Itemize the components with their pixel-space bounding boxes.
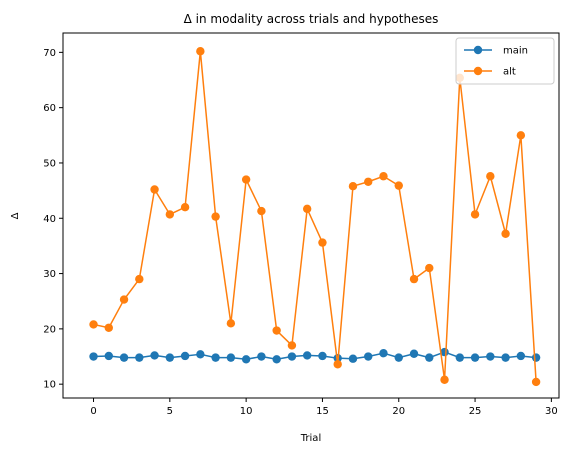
- x-tick-label: 5: [167, 406, 173, 417]
- y-tick-label: 10: [43, 380, 56, 391]
- data-point-alt: [226, 319, 236, 328]
- data-point-main: [180, 351, 190, 361]
- x-tick-label: 20: [392, 406, 405, 417]
- data-point-main: [486, 352, 495, 361]
- data-point-alt: [287, 341, 297, 350]
- data-point-alt: [348, 181, 358, 191]
- data-point-alt: [302, 204, 312, 214]
- data-point-alt: [440, 375, 449, 384]
- series-line-alt: [93, 50, 537, 383]
- data-point-alt: [425, 263, 434, 273]
- data-point-alt: [470, 210, 480, 219]
- data-point-alt: [394, 181, 403, 190]
- legend-label-alt: alt: [503, 67, 516, 78]
- data-point-main: [425, 353, 434, 362]
- data-point-main: [364, 352, 373, 361]
- data-point-main: [272, 355, 281, 364]
- data-point-main: [226, 353, 236, 362]
- data-point-main: [119, 353, 129, 362]
- data-point-main: [302, 351, 312, 360]
- data-point-main: [455, 353, 464, 362]
- chart-title: Δ in modality across trials and hypothes…: [184, 12, 439, 26]
- data-point-alt: [196, 47, 205, 56]
- x-tick-label: 10: [240, 406, 253, 417]
- legend-marker-main: [473, 45, 483, 55]
- data-point-main: [196, 350, 205, 359]
- x-tick-label: 0: [90, 406, 96, 417]
- data-point-alt: [333, 360, 342, 369]
- data-point-alt: [165, 210, 175, 219]
- data-point-main: [104, 351, 113, 361]
- data-point-main: [531, 353, 541, 362]
- x-tick-label: 30: [545, 406, 558, 417]
- y-tick-label: 60: [43, 103, 56, 114]
- y-axis-label: Δ: [10, 212, 21, 219]
- data-point-alt: [211, 212, 220, 221]
- y-tick-label: 50: [43, 158, 56, 169]
- x-tick-label: 25: [469, 406, 482, 417]
- y-tick-label: 30: [43, 269, 56, 280]
- data-point-main: [150, 351, 159, 360]
- data-point-main: [318, 351, 327, 361]
- data-point-alt: [531, 377, 541, 387]
- data-point-alt: [89, 320, 98, 329]
- data-point-alt: [364, 177, 373, 186]
- data-point-alt: [104, 323, 113, 332]
- y-tick-label: 70: [43, 48, 56, 59]
- data-point-main: [135, 353, 144, 362]
- data-point-main: [470, 353, 480, 362]
- data-point-alt: [486, 172, 495, 181]
- data-point-alt: [241, 175, 251, 184]
- data-point-main: [211, 353, 220, 362]
- x-tick-label: 15: [316, 406, 329, 417]
- axis-ticks: 0 5 10 15 20 25 30 10 20 30 40 50 60 70: [43, 48, 557, 417]
- legend: main alt: [455, 37, 555, 85]
- data-point-alt: [379, 172, 388, 181]
- data-point-main: [409, 349, 419, 358]
- y-tick-label: 40: [43, 214, 56, 225]
- data-point-alt: [150, 185, 159, 194]
- data-point-alt: [501, 229, 510, 238]
- data-point-main: [348, 354, 358, 363]
- data-point-main: [257, 352, 266, 361]
- data-point-main: [394, 353, 403, 362]
- data-point-main: [379, 349, 388, 358]
- data-point-main: [516, 351, 526, 361]
- series-alt: [89, 47, 541, 387]
- legend-marker-alt: [473, 66, 483, 76]
- data-point-main: [89, 352, 98, 361]
- data-point-alt: [180, 203, 190, 212]
- data-point-alt: [257, 206, 266, 216]
- data-point-alt: [318, 238, 327, 247]
- legend-label-main: main: [503, 46, 528, 57]
- y-tick-label: 20: [43, 324, 56, 335]
- data-point-main: [165, 353, 175, 362]
- data-point-main: [241, 355, 251, 364]
- data-point-alt: [409, 274, 419, 284]
- data-point-alt: [272, 326, 281, 335]
- series-main: [89, 347, 541, 364]
- data-point-main: [287, 352, 297, 361]
- data-point-alt: [119, 295, 129, 304]
- x-axis-label: Trial: [300, 433, 321, 444]
- data-point-main: [501, 353, 510, 362]
- data-point-alt: [135, 274, 144, 284]
- data-point-alt: [516, 131, 526, 140]
- series-layer: [89, 47, 541, 387]
